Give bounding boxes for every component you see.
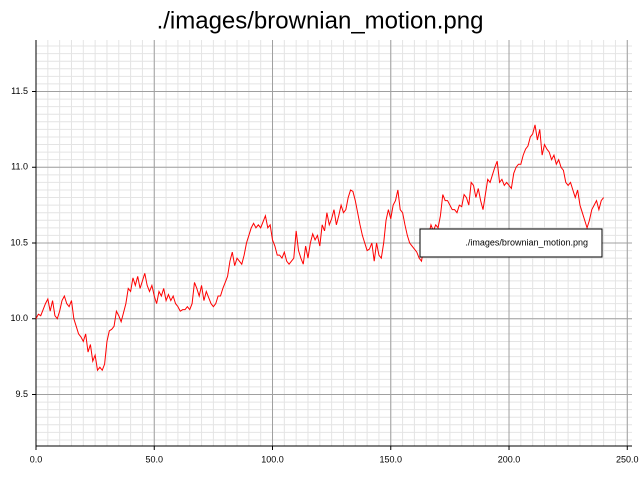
x-tick-label: 50.0 xyxy=(145,454,163,464)
x-tick-label: 250.0 xyxy=(616,454,639,464)
chart-title: ./images/brownian_motion.png xyxy=(157,7,484,34)
x-tick-label: 150.0 xyxy=(379,454,402,464)
y-tick-label: 11.5 xyxy=(11,86,28,96)
y-tick-label: 10.0 xyxy=(10,313,28,323)
x-tick-label: 200.0 xyxy=(498,454,521,464)
legend-box xyxy=(419,228,603,258)
y-tick-label: 11.0 xyxy=(11,162,28,172)
legend-label: ./images/brownian_motion.png xyxy=(465,237,588,247)
x-tick-label: 100.0 xyxy=(261,454,284,464)
line-series xyxy=(35,124,605,372)
x-tick-label: 0.0 xyxy=(30,454,43,464)
y-tick-label: 9.5 xyxy=(15,389,28,399)
y-tick-label: 10.5 xyxy=(10,237,28,247)
